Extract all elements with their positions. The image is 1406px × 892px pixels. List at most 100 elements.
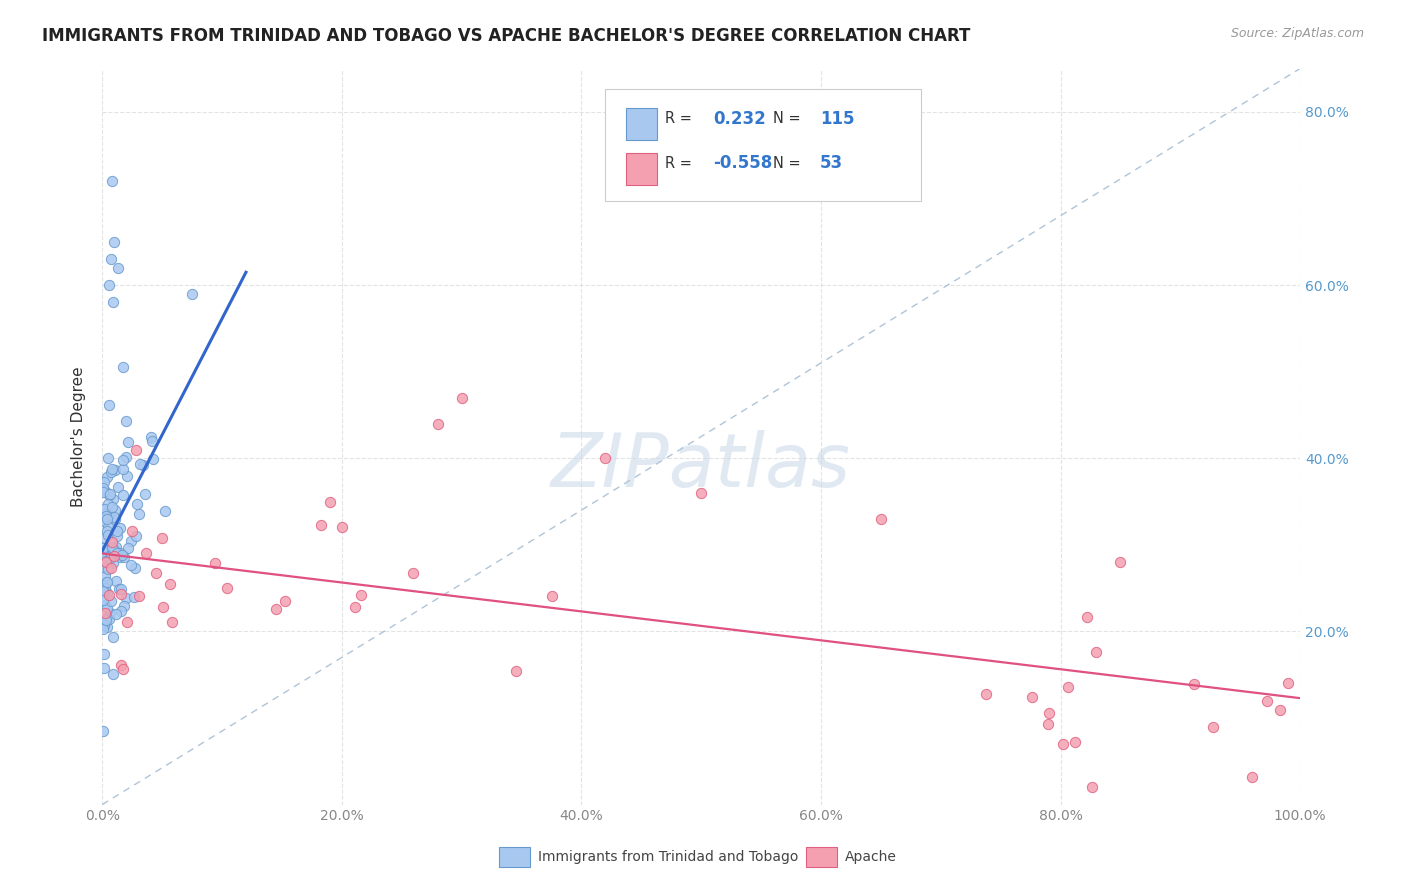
Point (128, 508, 150, 522)
Point (101, 295, 124, 310)
Point (91, 541, 114, 556)
Point (139, 430, 162, 444)
Point (350, 588, 373, 602)
Point (91, 622, 114, 636)
Point (690, 486, 713, 500)
Y-axis label: Bachelor's Degree: Bachelor's Degree (72, 367, 86, 507)
Point (94, 568, 117, 582)
Point (108, 546, 131, 560)
Point (91, 616, 114, 631)
Point (101, 545, 124, 559)
Point (96, 601, 118, 615)
Point (104, 502, 127, 516)
Point (1052, 737, 1074, 751)
Point (93, 585, 115, 599)
Point (115, 591, 138, 605)
Point (108, 521, 131, 535)
Point (103, 509, 125, 524)
Text: Apache: Apache (845, 850, 897, 864)
Point (110, 582, 132, 597)
Point (125, 443, 148, 458)
Point (101, 667, 124, 681)
Point (93, 475, 115, 490)
Point (100, 594, 122, 608)
Point (97, 588, 120, 602)
Point (1021, 690, 1043, 704)
Point (112, 599, 135, 614)
Point (100, 252, 122, 266)
Point (115, 615, 138, 629)
Point (96, 620, 118, 634)
Text: N =: N = (773, 112, 801, 126)
Point (100, 465, 122, 479)
Point (93, 592, 115, 607)
Point (98, 486, 121, 500)
Point (91, 584, 114, 599)
Point (101, 461, 124, 475)
Point (104, 511, 127, 525)
Point (450, 391, 472, 405)
Point (1076, 610, 1098, 624)
Point (274, 593, 297, 607)
Point (117, 435, 139, 450)
Text: 53: 53 (820, 154, 842, 172)
Point (100, 541, 122, 556)
Point (115, 414, 138, 428)
Point (98, 607, 121, 621)
Point (91, 485, 114, 500)
Point (1063, 735, 1085, 749)
Point (1182, 677, 1205, 691)
Point (101, 541, 124, 555)
Point (264, 602, 287, 616)
Point (93, 661, 115, 675)
Point (97, 507, 120, 521)
Point (97, 528, 120, 542)
Point (94, 484, 117, 499)
Point (1277, 676, 1299, 690)
Point (125, 497, 148, 511)
Point (344, 600, 367, 615)
Point (91, 482, 114, 496)
Point (97, 520, 120, 534)
Point (112, 488, 135, 502)
Point (1038, 706, 1060, 720)
Point (112, 462, 135, 476)
Point (93, 501, 115, 516)
Point (107, 480, 129, 494)
Point (97, 508, 120, 522)
Point (94, 555, 117, 569)
Text: R =: R = (665, 156, 692, 170)
Point (105, 528, 128, 542)
Point (103, 549, 125, 563)
Point (104, 574, 127, 589)
Point (101, 174, 124, 188)
Point (101, 630, 124, 644)
Point (105, 546, 128, 560)
Point (98, 278, 121, 293)
Point (145, 566, 167, 581)
Point (94, 584, 117, 599)
Point (869, 512, 891, 526)
Point (93, 618, 115, 632)
Point (101, 500, 124, 515)
Point (91, 724, 114, 739)
Point (93, 606, 115, 620)
Point (103, 556, 125, 570)
Point (120, 558, 142, 572)
Point (114, 450, 136, 464)
Point (159, 577, 181, 591)
Point (98, 551, 121, 566)
Point (111, 453, 134, 467)
Point (91, 549, 114, 564)
Point (110, 657, 132, 672)
Point (97, 450, 120, 465)
Point (112, 359, 135, 374)
Point (1268, 702, 1291, 716)
Point (100, 534, 122, 549)
Point (94, 598, 117, 612)
Point (105, 607, 128, 621)
Point (97, 398, 120, 412)
Point (120, 533, 142, 548)
Text: 0.232: 0.232 (713, 110, 766, 128)
Point (115, 468, 138, 483)
